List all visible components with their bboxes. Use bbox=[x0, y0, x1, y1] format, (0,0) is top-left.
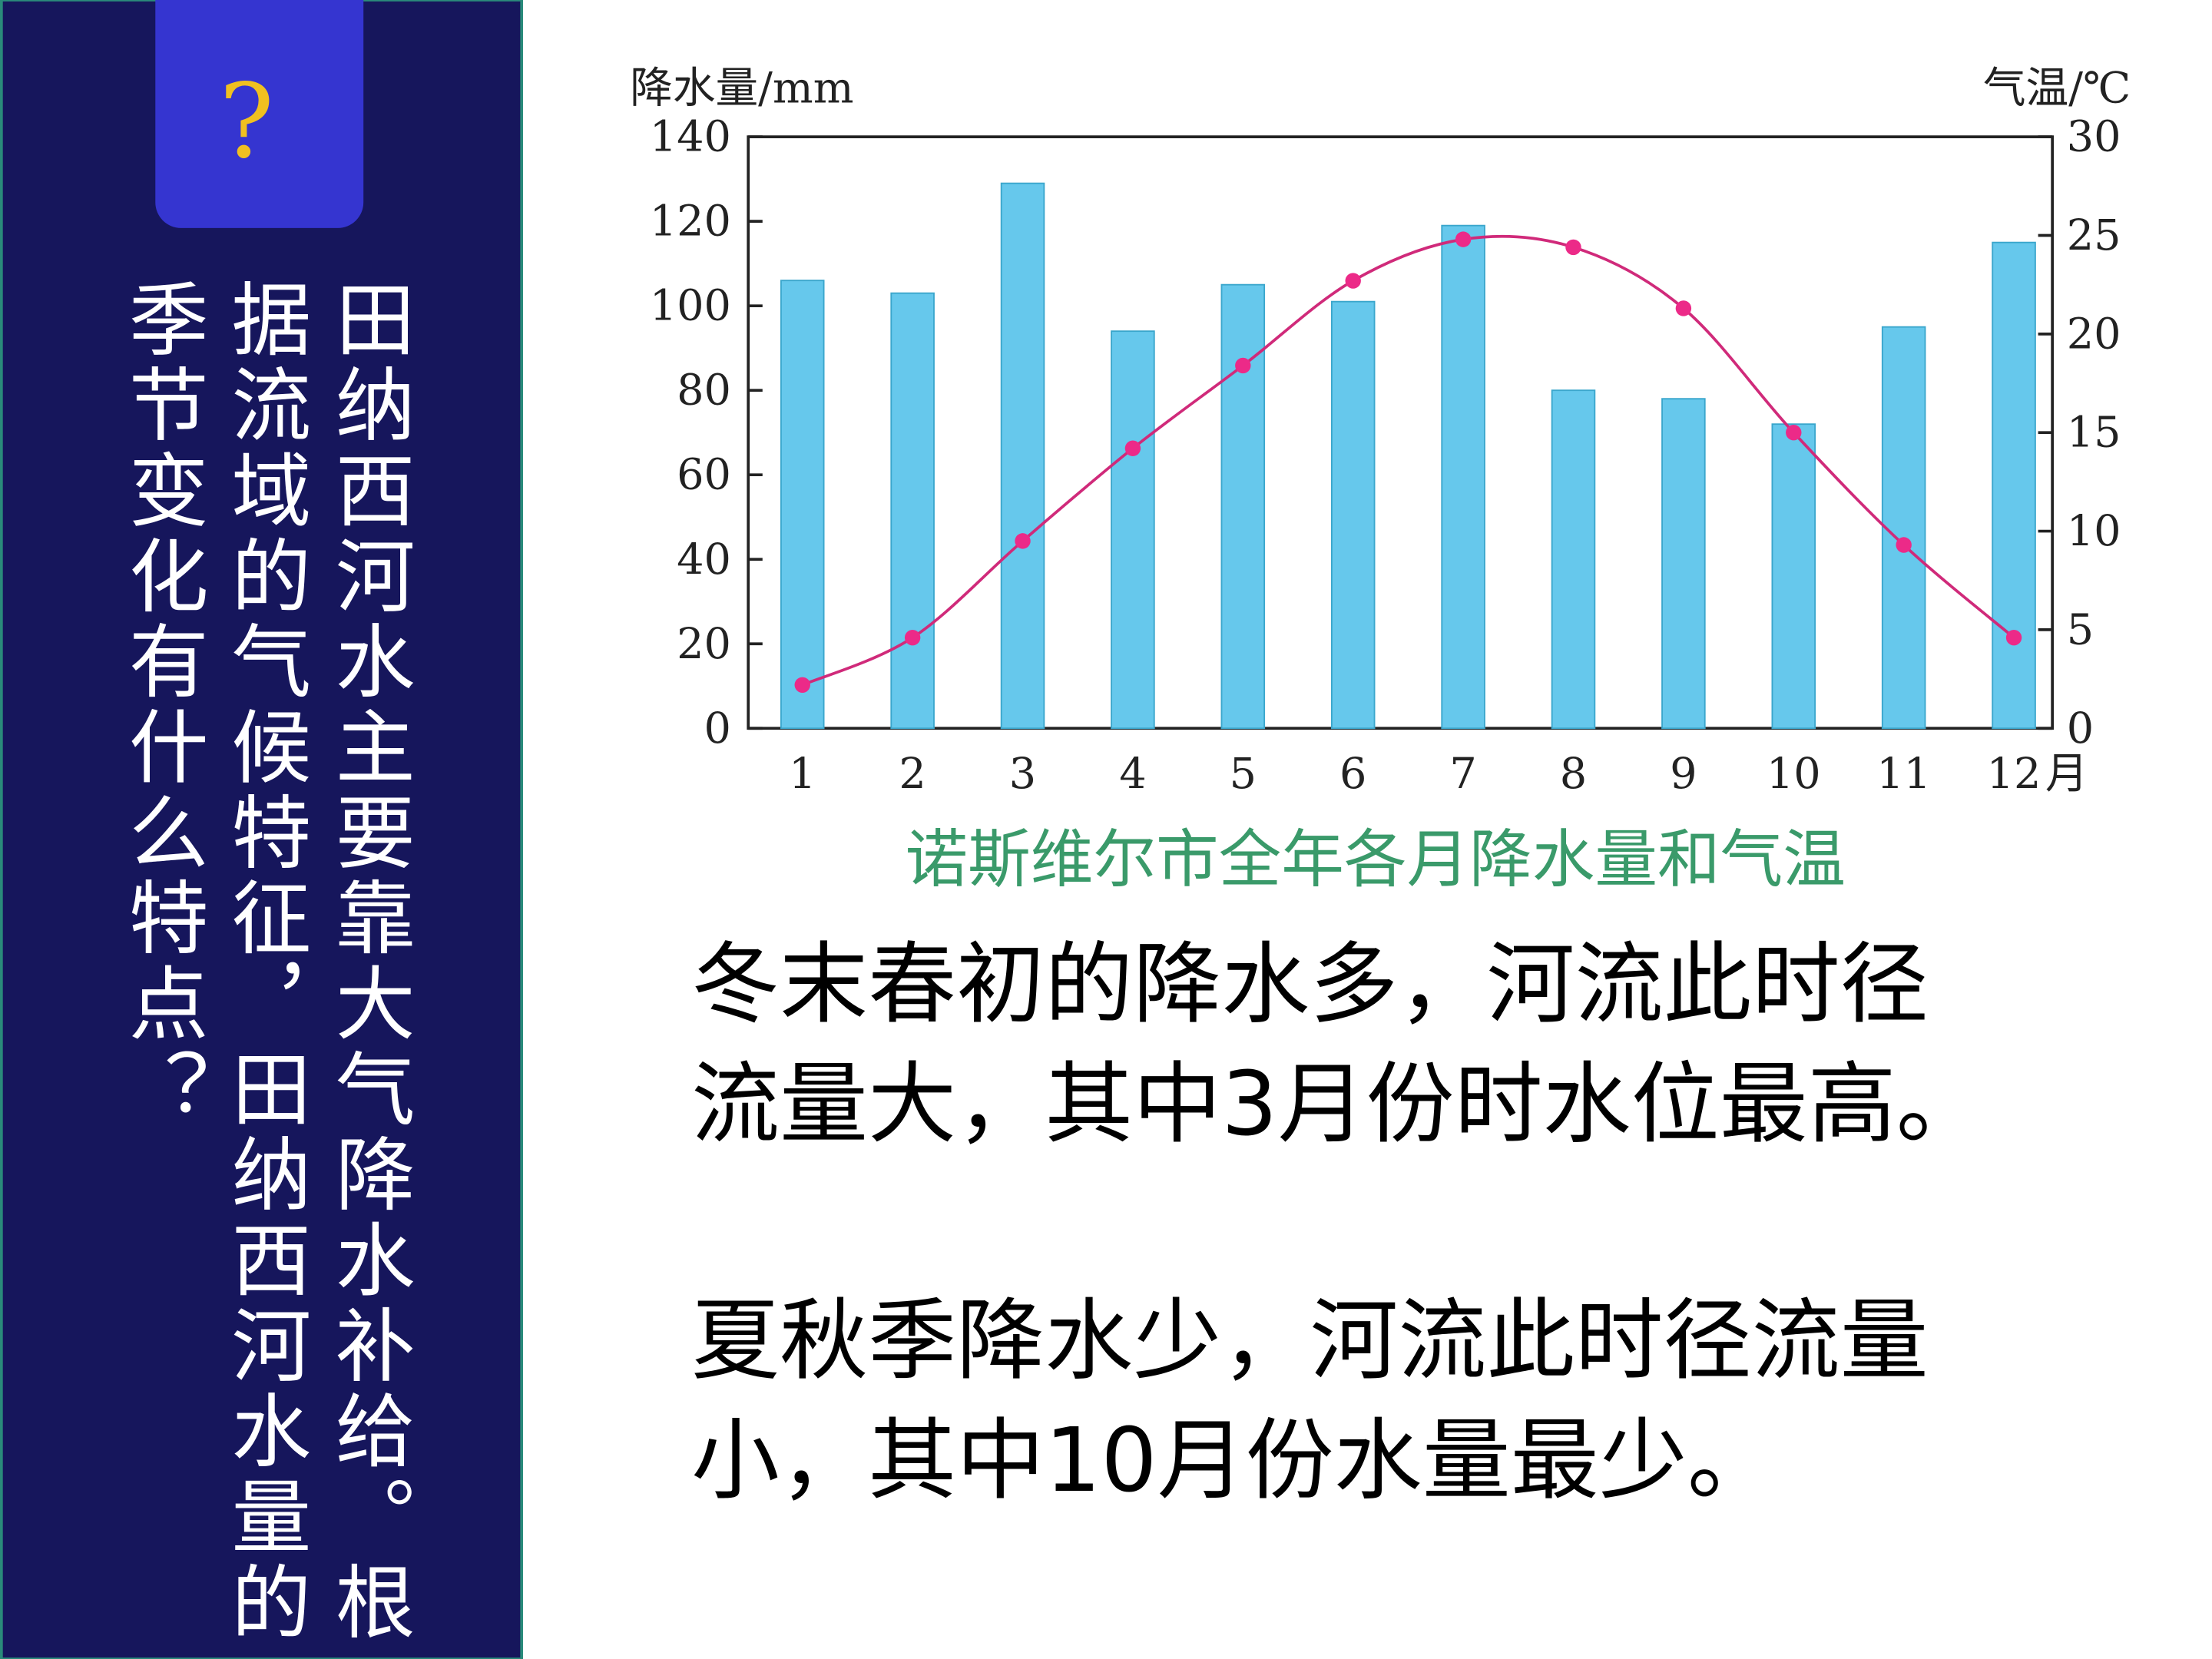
y-tick-label: 100 bbox=[650, 281, 731, 331]
y2-axis-title: 气温/℃ bbox=[1983, 64, 2131, 114]
temperature-point bbox=[1786, 424, 1802, 441]
y2-tick-label: 5 bbox=[2067, 604, 2094, 654]
question-line: 田纳西河水主要靠大气降水补给。根 bbox=[321, 278, 414, 1646]
x-tick-label: 6 bbox=[1339, 749, 1366, 799]
y-tick-label: 120 bbox=[650, 197, 731, 247]
question-line: 季节变化有什么特点？ bbox=[114, 278, 207, 1133]
x-tick-label: 5 bbox=[1230, 749, 1257, 799]
temperature-point bbox=[1675, 300, 1692, 316]
temperature-point bbox=[794, 677, 810, 693]
bar bbox=[1771, 423, 1816, 730]
y-tick-label: 0 bbox=[704, 704, 731, 753]
x-tick-label: 12 bbox=[1987, 749, 2041, 799]
temperature-point bbox=[1896, 537, 1912, 553]
answer-line: 小，其中10月份水量最少。 bbox=[691, 1409, 1776, 1512]
temperature-point bbox=[1455, 231, 1472, 247]
answer-line: 冬末春初的降水多，河流此时径 bbox=[691, 933, 1929, 1036]
y2-tick-label: 30 bbox=[2067, 112, 2121, 162]
y-tick-label: 40 bbox=[677, 535, 731, 584]
temperature-point bbox=[1345, 273, 1361, 289]
bar bbox=[1551, 389, 1596, 730]
temperature-point bbox=[2005, 629, 2022, 646]
temperature-point bbox=[904, 629, 921, 646]
bar bbox=[1992, 241, 2036, 730]
x-tick-label: 8 bbox=[1560, 749, 1587, 799]
x-tick-label: 10 bbox=[1767, 749, 1821, 799]
help-button[interactable] bbox=[155, 0, 364, 228]
x-tick-label: 1 bbox=[789, 749, 816, 799]
x-tick-label: 2 bbox=[899, 749, 926, 799]
help-icon[interactable]: ? bbox=[219, 61, 274, 181]
answer-line: 流量大，其中3月份时水位最高。 bbox=[691, 1053, 1985, 1156]
y2-tick-label: 25 bbox=[2067, 210, 2121, 260]
temperature-line bbox=[802, 234, 2015, 687]
bar bbox=[1220, 283, 1266, 730]
y2-tick-label: 15 bbox=[2067, 408, 2121, 458]
x-tick-label: 9 bbox=[1670, 749, 1697, 799]
y2-tick-label: 0 bbox=[2067, 704, 2094, 753]
temperature-point bbox=[1015, 533, 1031, 549]
sidebar bbox=[0, 0, 524, 1659]
x-tick-label: 7 bbox=[1449, 749, 1476, 799]
chart-caption: 诺斯维尔市全年各月降水量和气温 bbox=[906, 823, 1846, 896]
bar bbox=[1330, 300, 1376, 730]
y2-tick-label: 20 bbox=[2067, 309, 2121, 359]
temperature-point bbox=[1235, 357, 1251, 374]
bar bbox=[1000, 182, 1045, 730]
bar bbox=[890, 292, 935, 730]
x-tick-label: 11 bbox=[1876, 749, 1931, 799]
y-axis-title: 降水量/mm bbox=[630, 64, 853, 114]
bar bbox=[780, 280, 825, 730]
y2-tick-label: 10 bbox=[2067, 506, 2121, 556]
temperature-point bbox=[1565, 239, 1581, 256]
y-tick-label: 60 bbox=[677, 450, 731, 500]
bar bbox=[1881, 326, 1926, 730]
bar bbox=[1661, 398, 1706, 730]
y-tick-label: 80 bbox=[677, 366, 731, 416]
answer-line: 夏秋季降水少，河流此时径流量 bbox=[691, 1290, 1929, 1392]
bar bbox=[1111, 330, 1155, 730]
y-tick-label: 140 bbox=[650, 112, 731, 162]
x-tick-label: 4 bbox=[1119, 749, 1146, 799]
bar bbox=[1441, 224, 1485, 730]
temperature-point bbox=[1124, 440, 1141, 456]
x-tick-label: 3 bbox=[1009, 749, 1036, 799]
y-tick-label: 20 bbox=[677, 619, 731, 669]
x-unit: 月 bbox=[2045, 749, 2088, 799]
question-line: 据流域的气候特征，田纳西河水量的 bbox=[217, 278, 310, 1646]
